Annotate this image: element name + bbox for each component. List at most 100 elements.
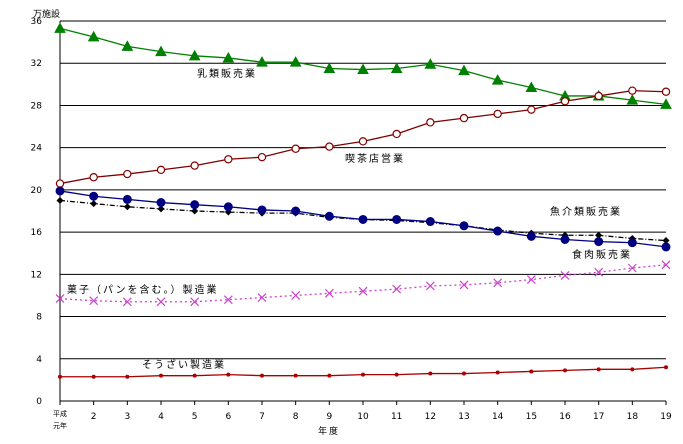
gridlines [60,20,666,360]
triangle-marker [323,62,336,73]
circle-marker [594,237,604,247]
triangle-marker [121,40,134,51]
circle-marker [89,191,99,201]
series-label: 魚介類販売業 [550,205,622,218]
x-marker [122,297,132,307]
circle-marker [325,142,334,151]
circle-marker [257,152,267,162]
x-tick-label: 13 [458,412,469,422]
x-marker [291,291,301,300]
y-tick-labels: 0 4 8 12 16 20 24 28 32 36 [31,17,43,407]
circle-marker [156,165,166,175]
circle-marker [661,242,671,252]
dot-marker [361,372,365,377]
triangle-marker [525,81,538,92]
triangle-marker [491,74,504,85]
x-marker [459,280,469,290]
circle-marker [527,105,536,114]
triangle-marker [54,22,66,33]
triangle-marker [289,56,302,67]
axes [59,21,667,405]
triangle-marker [155,45,167,57]
circle-marker [392,129,401,139]
dot-marker [125,374,130,379]
circle-marker [55,186,65,196]
y-tick-label: 32 [31,59,42,69]
x-tick-label: 4 [158,412,164,422]
circle-marker [190,200,200,210]
circle-marker [426,118,435,127]
circle-marker [291,206,301,216]
triangle-marker [458,64,470,76]
dot-marker [394,372,399,377]
dot-marker [563,368,567,373]
x-tick-label: 18 [627,412,639,422]
y-tick-label: 12 [31,270,42,280]
x-marker [358,286,368,296]
diamond-marker [123,203,131,211]
x-marker [661,260,671,270]
x-tick-label: 10 [357,412,369,422]
triangle-marker [87,30,100,42]
circle-marker [123,169,132,179]
x-tick-label: 7 [259,412,265,422]
x-marker [156,297,166,307]
x-tick-label: 5 [192,412,198,422]
dot-marker [260,373,264,378]
circle-marker [190,161,199,170]
circle-marker [594,91,603,101]
x-tick-label: 17 [593,412,604,422]
circle-marker [493,226,503,236]
circle-marker [156,198,166,208]
x-tick-label: 19 [660,412,672,422]
triangle-marker [188,49,201,61]
x-marker [627,263,637,273]
circle-marker [122,194,132,204]
dot-marker [596,367,601,372]
triangle-marker [390,62,403,73]
series-label: 乳類販売業 [197,67,257,80]
circle-marker [392,214,402,224]
circle-marker [358,214,368,224]
dot-marker [462,371,466,376]
x-marker [55,294,65,304]
y-tick-label: 28 [31,101,43,111]
y-tick-label: 36 [31,17,43,27]
circle-marker [324,211,334,221]
x-tick-label: 2 [91,412,97,422]
x-tick-label: 14 [492,412,504,422]
circle-marker [628,86,637,95]
x-tick-label: 平成 [53,409,67,418]
circle-marker [560,235,570,244]
series-label: 菓子（パンを含む。）製造業 [67,283,219,296]
series-label: 食肉販売業 [572,248,632,261]
y-tick-label: 20 [31,186,43,196]
circle-marker [661,87,671,96]
series-label: そうざい製造業 [142,358,226,371]
dot-marker [293,373,298,378]
dot-marker [428,371,433,376]
triangle-marker [357,63,369,75]
y-tick-label: 0 [36,397,42,407]
triangle-marker [256,56,268,67]
x-tick-label: 16 [559,412,571,422]
circle-marker [627,238,637,248]
x-marker [425,281,435,291]
dot-marker [529,369,534,374]
x-marker [89,296,99,306]
series-line [59,90,667,185]
y-tick-label: 24 [31,144,43,154]
dot-marker [91,374,96,379]
triangle-marker [626,94,639,105]
triangle-marker [660,98,672,109]
x-tick-label: 3 [124,412,130,422]
series-label: 喫茶店営業 [345,152,405,165]
diamond-marker [90,200,98,208]
series-line [59,264,667,303]
x-marker [324,288,334,298]
dot-marker [226,372,231,377]
x-tick-label: 12 [425,412,436,422]
